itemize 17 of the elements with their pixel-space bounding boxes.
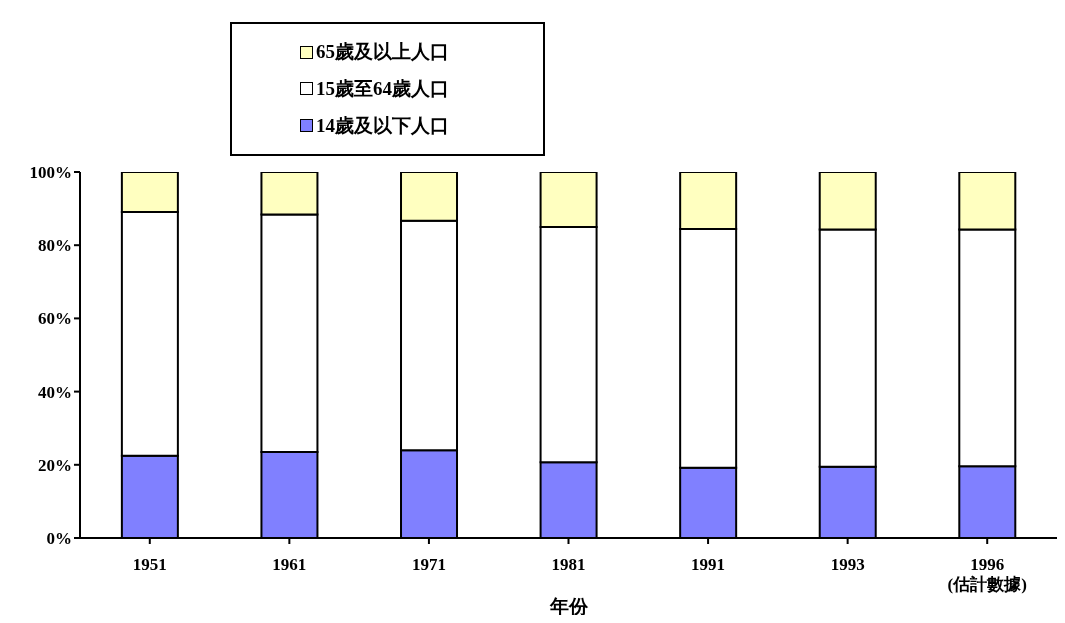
legend-label: 15歲至64歲人口 [316, 77, 449, 101]
x-tick-label: 1991 [691, 555, 726, 574]
x-tick-label: 1971 [411, 555, 446, 574]
x-tick-label: 1996 (估計數據) [947, 555, 1027, 594]
y-tick-label: 0% [46, 529, 72, 549]
x-tick-label: 1961 [272, 555, 307, 574]
y-tick-label: 20% [38, 455, 72, 475]
x-tick-label: 1951 [132, 555, 167, 574]
y-tick-label: 100% [29, 163, 72, 183]
y-tick-label: 60% [38, 309, 72, 329]
legend-label: 14歲及以下人口 [316, 113, 449, 138]
legend-label: 65歲及以上人口 [316, 40, 449, 65]
x-tick-label: 1993 [830, 555, 865, 574]
y-tick-label: 80% [38, 236, 72, 256]
y-tick-label: 40% [38, 382, 72, 402]
x-tick-label: 1981 [551, 555, 586, 574]
x-axis-title: 年份 [548, 596, 589, 617]
